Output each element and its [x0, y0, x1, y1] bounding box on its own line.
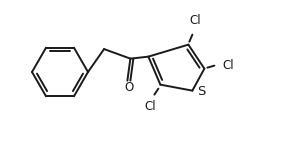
Text: S: S — [197, 85, 206, 98]
Text: Cl: Cl — [223, 59, 234, 72]
Text: O: O — [124, 81, 134, 94]
Text: Cl: Cl — [189, 14, 201, 27]
Text: Cl: Cl — [145, 100, 156, 113]
